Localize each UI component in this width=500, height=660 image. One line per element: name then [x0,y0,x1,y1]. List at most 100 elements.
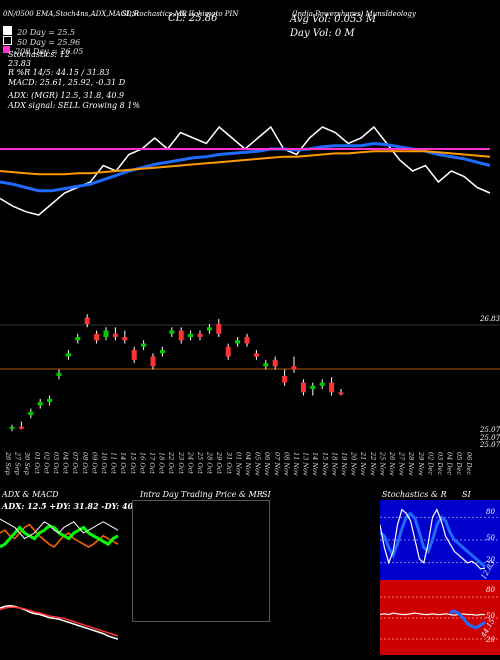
date-tick-36: 20 Nov [350,451,358,476]
wr-series-1 [449,609,486,630]
date-tick-43: 29 Nov [417,451,425,476]
adx-signal: ADX signal: SELL Growing 8 1% [8,101,140,110]
date-tick-19: 24 Oct [186,451,194,474]
adx-macd-title: ADX & MACD [2,490,59,499]
date-tick-48: 06 Dec [465,452,473,475]
date-tick-11: 11 Oct [110,452,118,474]
candle-body-27 [263,363,269,367]
candle-body-23 [225,346,231,357]
date-tick-21: 28 Oct [206,451,214,474]
macd-panel [0,580,120,655]
date-tick-28: 07 Nov [273,452,281,476]
legend-200-day-label: 200 Day = 26.05 [15,47,84,56]
ema-lines-layer [0,125,491,216]
candle-body-11 [112,333,118,338]
date-tick-17: 22 Oct [167,451,175,474]
date-tick-2: 30 Sep [23,452,31,476]
date-tick-14: 16 Oct [138,452,146,474]
macd-chart [0,604,119,640]
day-volume-label: Day Vol: 0 M [290,28,355,39]
wr-series-0 [380,612,485,616]
williams-r-panel: 80 50 20 44.15 [380,580,500,655]
date-tick-32: 14 Nov [311,452,319,476]
date-tick-26: 05 Nov [254,452,262,476]
date-tick-30: 11 Nov [292,452,300,476]
candle-body-0 [9,426,15,429]
date-tick-5: 03 Oct [52,452,60,474]
stochastics-si-label: SI [462,490,471,499]
intraday-panel [132,500,270,622]
price-axis-bottom-label-3: 25.07 [480,441,500,449]
stochastics-readout-2: 23.83 [8,59,31,68]
candle-body-35 [338,392,344,395]
legend-50-day: 50 Day = 25.96 [3,30,80,49]
main-price-chart: 26 Sep 27 Sep 30 Sep 01 Oct 02 Oct 03 Oct 04 O… [0,125,500,476]
date-tick-35: 19 Nov [340,452,348,476]
adx-panel: ADX: 12.5 +DY: 31.82 -DY: 40.91 [0,500,147,575]
stoch-tick-50: 50 [486,534,495,542]
date-tick-31: 13 Nov [302,452,310,476]
ema-series-0 [0,125,491,216]
candle-body-18 [178,330,184,341]
date-tick-42: 28 Nov [407,451,415,476]
date-tick-45: 03 Dec [436,452,444,475]
candle-body-32 [310,385,316,390]
stoch-tick-20: 20 [486,556,495,564]
candle-body-22 [216,324,222,334]
macd-readout: MACD: 25.61, 25.92, -0.31 D [8,78,126,87]
header-top-line-mid: SI,Stochastics,MR [122,10,188,18]
ema-series-2 [0,150,491,176]
date-tick-37: 21 Nov [359,451,367,476]
legend-50-day-swatch [3,36,12,45]
wr-tick-20: 20 [486,636,495,644]
header-top-line-right: (India Powershares) MunsIdeology [292,10,416,18]
date-tick-0: 26 Sep [4,451,12,476]
date-tick-39: 25 Nov [378,451,386,476]
candle-body-19 [188,333,194,338]
candles-layer [9,314,344,432]
intraday-si-label: SI [262,490,271,499]
adx-readout: ADX: (MGR) 12.5, 31.8, 40.9 [8,91,125,100]
date-tick-13: 15 Oct [129,452,137,474]
stoch-series-0 [380,511,486,568]
date-tick-10: 10 Oct [100,452,108,474]
adx-series-1 [0,524,119,549]
date-tick-20: 25 Oct [196,451,204,474]
date-tick-12: 14 Oct [119,452,127,474]
candle-body-26 [253,353,259,357]
header-top-line-mid2: & IIchimoto PIN [180,10,239,18]
adx-series-2 [0,518,119,540]
date-tick-25: 04 Nov [244,452,252,476]
close-price-label: CL: 25.86 [168,13,218,24]
candle-body-33 [319,382,325,386]
candle-body-20 [197,333,203,338]
candle-body-14 [141,343,147,347]
date-tick-15: 17 Oct [148,452,156,474]
date-tick-34: 18 Nov [330,452,338,476]
candle-body-25 [244,337,250,344]
date-tick-9: 09 Oct [90,452,98,474]
date-tick-46: 04 Dec [446,452,454,475]
candle-body-15 [150,356,156,367]
macd-series-0 [0,604,119,640]
price-axis-bottom-label-1: 25.07 [480,426,500,434]
legend-50-day-label: 50 Day = 25.96 [17,38,81,47]
date-tick-4: 02 Oct [42,452,50,474]
stoch-series-1 [380,508,486,570]
candle-body-29 [282,376,288,383]
candle-body-8 [84,317,90,325]
date-tick-24: 01 Nov [234,452,242,476]
adx-chart [0,518,119,549]
legend-20-day: 20 Day = 25.5 [3,20,75,39]
date-tick-16: 18 Oct [158,452,166,474]
date-tick-29: 08 Nov [282,452,290,476]
date-tick-3: 01 Oct [33,452,41,474]
stochastics-chart [380,508,500,570]
candle-body-2 [28,411,34,416]
candle-body-21 [206,327,212,331]
header-top-line-left: 0N/0500 EMA,Stoch4ns,ADX,MACD,R [3,10,139,18]
wr-tick-80: 80 [486,586,495,594]
williams-r-chart [380,596,500,640]
legend-200-day: 200 Day = 26.05 [3,39,83,58]
date-tick-47: 05 Dec [455,452,463,475]
